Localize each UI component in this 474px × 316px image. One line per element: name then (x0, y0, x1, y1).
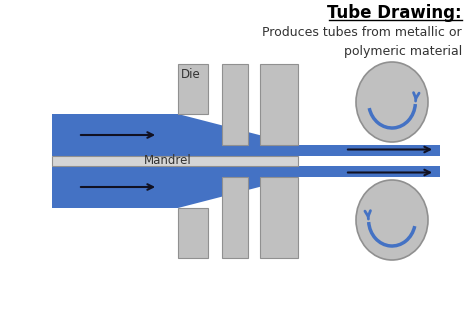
Polygon shape (298, 145, 440, 156)
Polygon shape (260, 177, 298, 258)
Polygon shape (298, 166, 440, 177)
Text: Tube Drawing:: Tube Drawing: (328, 4, 462, 22)
Text: Die: Die (181, 68, 201, 81)
Polygon shape (52, 166, 178, 208)
Polygon shape (178, 166, 298, 208)
Polygon shape (178, 114, 298, 156)
Polygon shape (222, 64, 248, 145)
Polygon shape (178, 208, 208, 258)
Ellipse shape (356, 62, 428, 142)
Polygon shape (260, 64, 298, 145)
Text: Mandrel: Mandrel (144, 154, 192, 167)
Text: Produces tubes from metallic or
polymeric material: Produces tubes from metallic or polymeri… (263, 26, 462, 58)
Polygon shape (222, 177, 248, 258)
Polygon shape (52, 114, 178, 156)
Polygon shape (178, 64, 208, 114)
Polygon shape (52, 156, 298, 166)
Ellipse shape (356, 180, 428, 260)
